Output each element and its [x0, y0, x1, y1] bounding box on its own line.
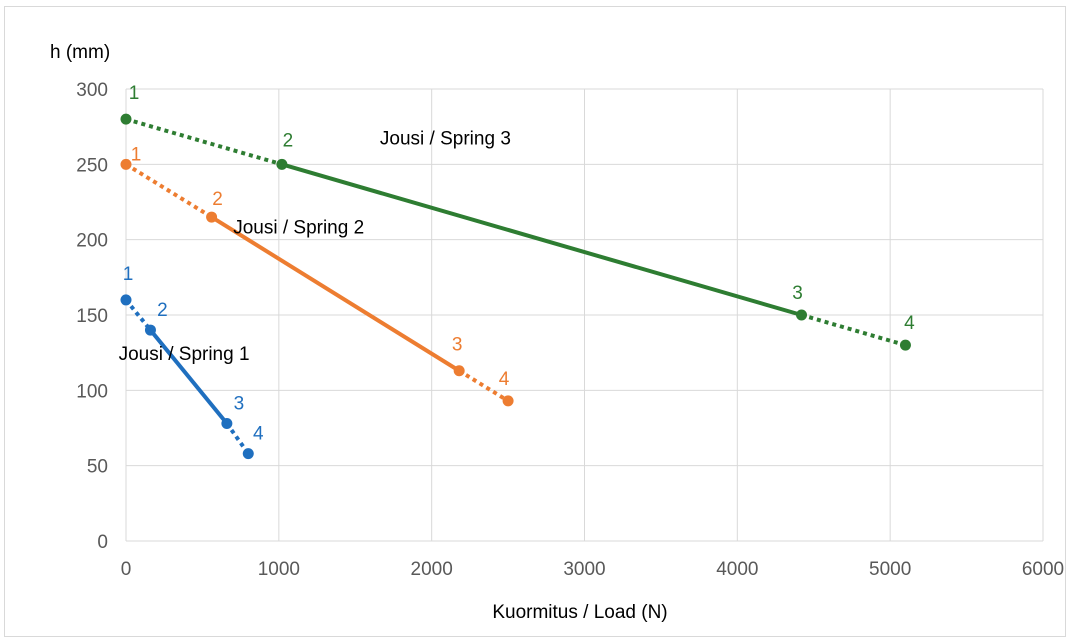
point-label: 4	[904, 313, 915, 334]
data-point	[120, 294, 132, 306]
point-label: 3	[234, 393, 245, 414]
data-point	[453, 365, 465, 377]
x-tick-label: 0	[121, 559, 132, 580]
point-label: 3	[792, 283, 803, 304]
series-3: 1 2 3 4 Jousi / Spring 3	[120, 83, 915, 351]
y-tick-label: 150	[76, 306, 108, 327]
data-point	[120, 158, 132, 170]
x-tick-label: 6000	[1022, 559, 1064, 580]
data-point	[242, 448, 254, 460]
solid-segment	[210, 215, 461, 373]
data-point	[221, 417, 233, 429]
point-label: 2	[283, 130, 294, 151]
y-tick-label: 100	[76, 381, 108, 402]
point-label: 2	[157, 300, 168, 321]
point-label: 1	[131, 144, 142, 165]
data-point	[276, 158, 288, 170]
y-tick-label: 250	[76, 155, 108, 176]
x-tick-label: 1000	[258, 559, 300, 580]
dotted-segment	[124, 298, 153, 332]
solid-segment	[148, 328, 229, 425]
series-name-label: Jousi / Spring 1	[119, 344, 250, 365]
point-label: 1	[129, 83, 140, 104]
x-axis-title: Kuormitus / Load (N)	[492, 602, 667, 623]
chart-frame	[4, 6, 1066, 637]
x-tick-label: 3000	[563, 559, 605, 580]
y-axis-title: h (mm)	[50, 42, 110, 63]
y-tick-label: 50	[87, 457, 108, 478]
dotted-segment	[225, 422, 250, 455]
point-label: 2	[212, 189, 223, 210]
x-tick-label: 2000	[411, 559, 453, 580]
point-label: 4	[253, 424, 264, 445]
data-point	[120, 113, 132, 125]
data-point	[144, 324, 156, 336]
point-label: 3	[452, 335, 463, 356]
dotted-segment	[124, 162, 213, 219]
point-label: 4	[499, 369, 510, 390]
series-name-label: Jousi / Spring 2	[233, 218, 364, 239]
y-tick-label: 200	[76, 231, 108, 252]
x-tick-label: 5000	[869, 559, 911, 580]
data-point	[206, 211, 218, 223]
point-label: 1	[123, 264, 134, 285]
series-name-label: Jousi / Spring 3	[380, 129, 511, 150]
y-tick-label: 0	[97, 532, 108, 553]
series-2: 1 2 3 4 Jousi / Spring 2	[120, 144, 514, 407]
dotted-segment	[458, 369, 510, 403]
series-1: 1 2 34 Jousi / Spring 1	[119, 264, 264, 460]
dotted-segment	[125, 117, 283, 167]
data-point	[796, 309, 808, 321]
solid-segment	[281, 162, 803, 317]
data-point	[502, 395, 514, 407]
data-point	[899, 339, 911, 351]
x-tick-label: 4000	[716, 559, 758, 580]
y-tick-label: 300	[76, 80, 108, 101]
dotted-segment	[800, 313, 907, 348]
